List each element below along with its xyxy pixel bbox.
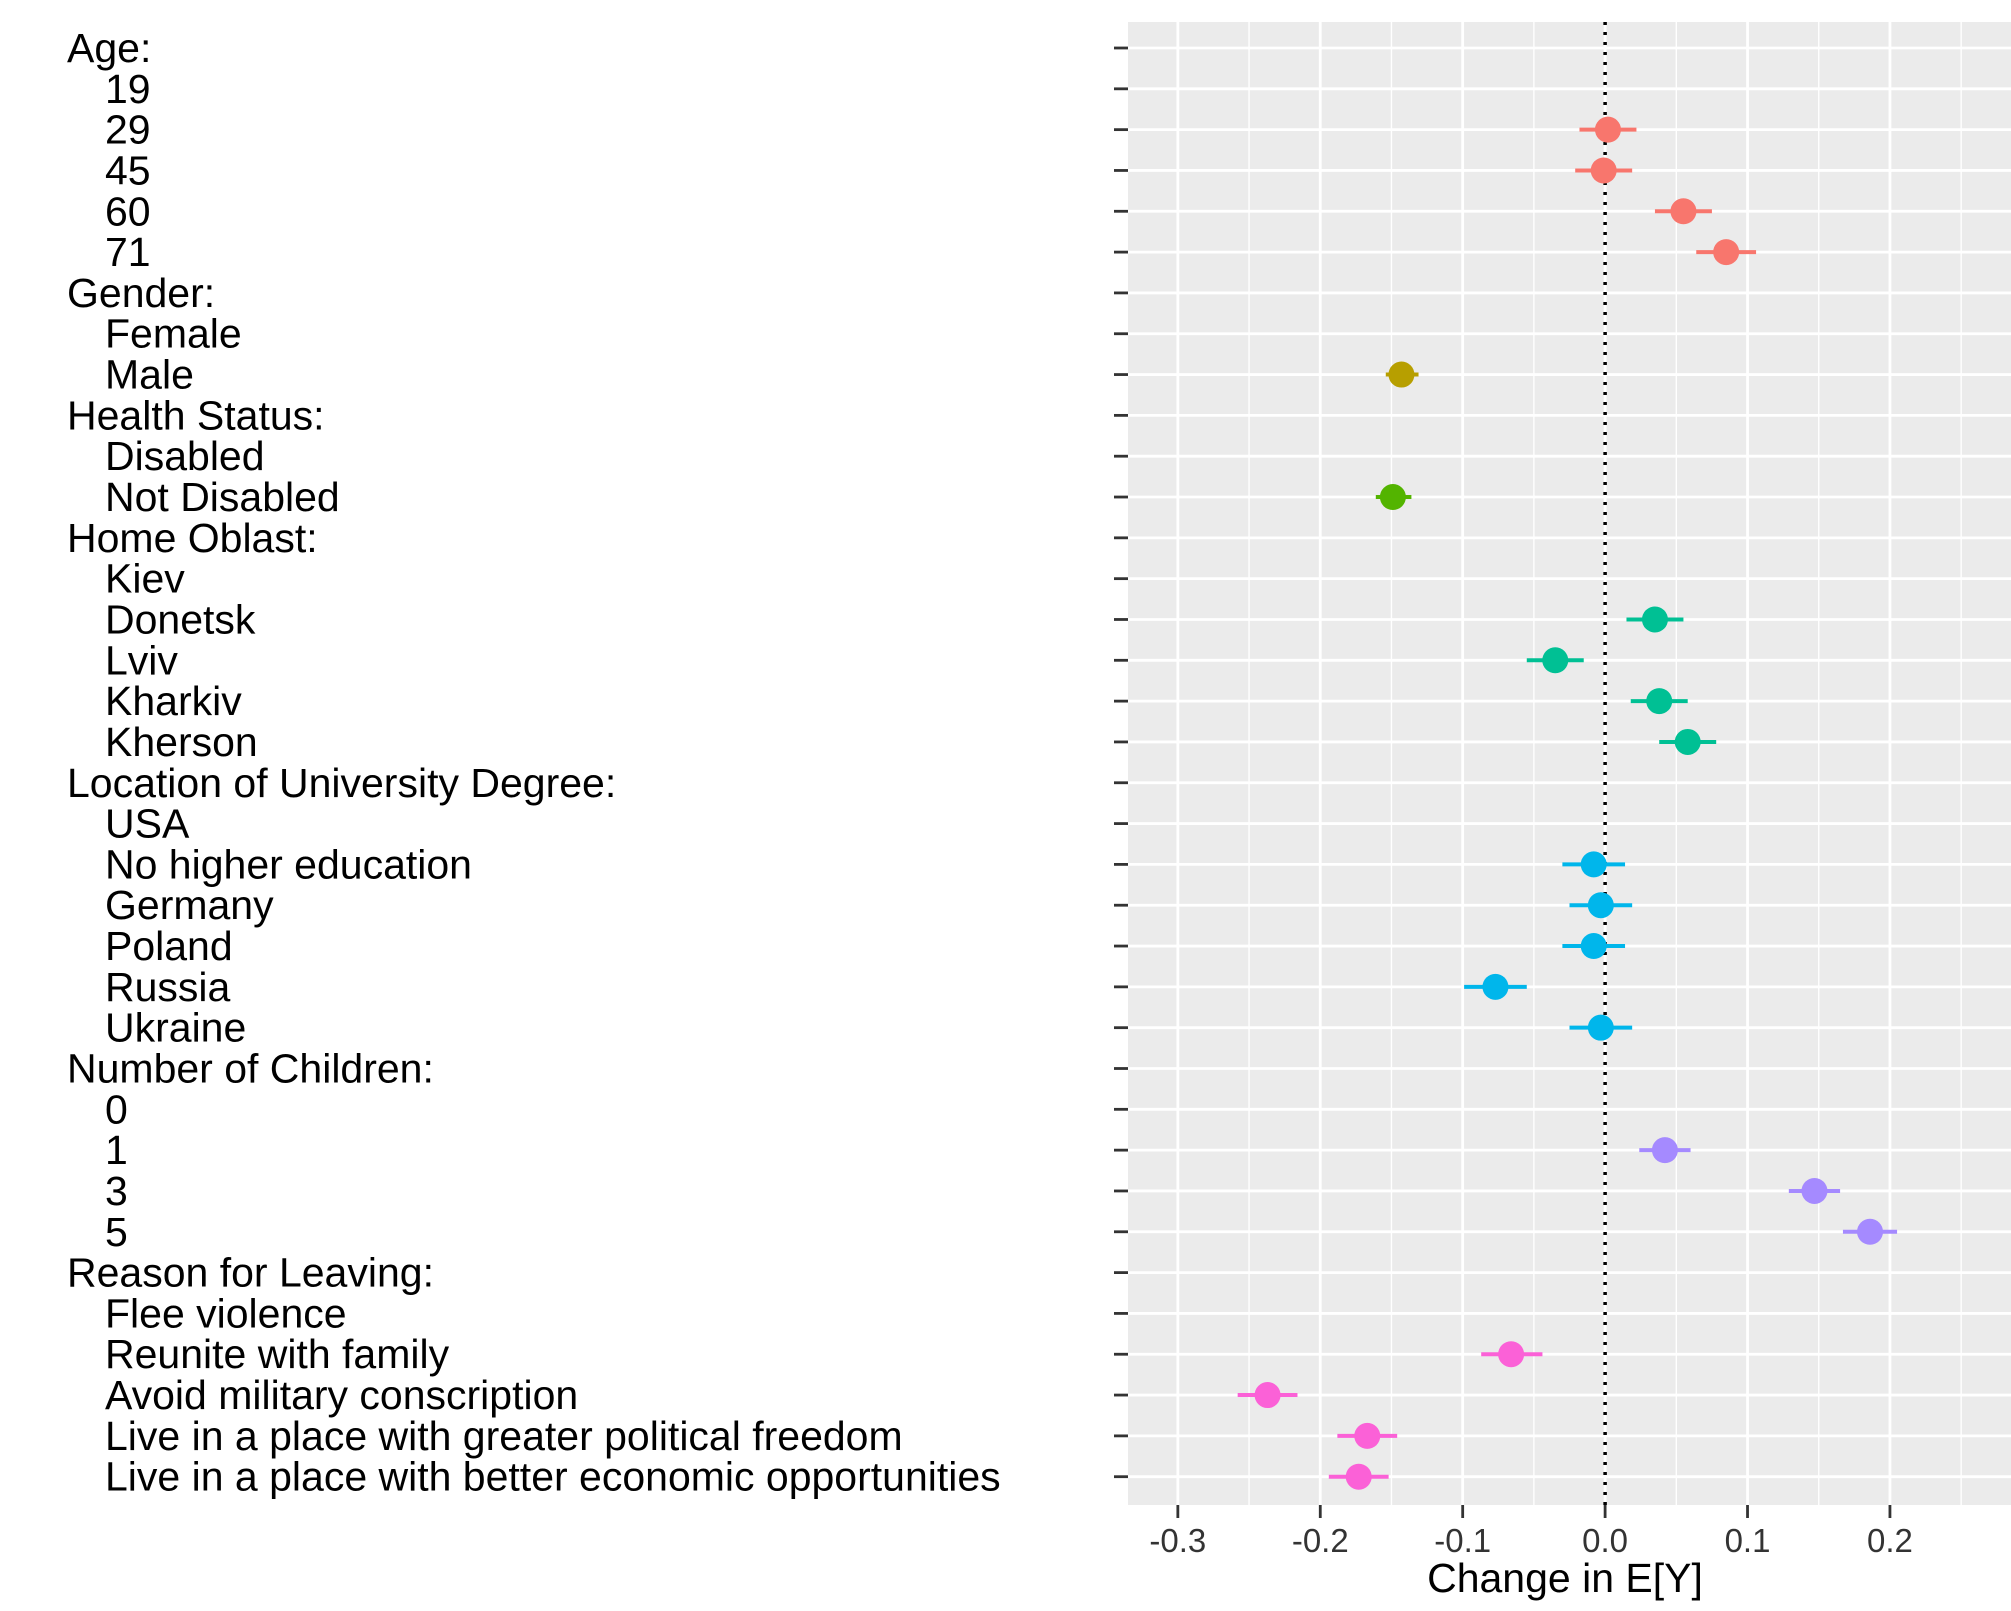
level-label: Kherson: [105, 719, 258, 765]
level-label: Disabled: [105, 433, 265, 479]
level-label: 45: [105, 147, 151, 193]
group-label: Reason for Leaving:: [67, 1250, 434, 1296]
data-point: [1587, 1014, 1614, 1041]
level-label: 0: [105, 1086, 128, 1132]
data-point: [1801, 1177, 1828, 1204]
level-label: 60: [105, 188, 151, 234]
data-point: [1713, 239, 1740, 266]
level-label: Live in a place with greater political f…: [105, 1413, 903, 1459]
group-label: Health Status:: [67, 392, 325, 438]
level-label: Avoid military conscription: [105, 1372, 578, 1418]
group-label: Gender:: [67, 270, 215, 316]
data-point: [1590, 157, 1617, 184]
level-label: Ukraine: [105, 1005, 246, 1051]
x-tick-label: 0.0: [1582, 1522, 1628, 1559]
data-point: [1580, 933, 1607, 960]
data-point: [1345, 1463, 1372, 1490]
data-point: [1254, 1382, 1281, 1409]
data-point: [1580, 851, 1607, 878]
level-label: Live in a place with better economic opp…: [105, 1454, 1001, 1500]
data-point: [1594, 116, 1621, 143]
data-point: [1379, 484, 1406, 511]
level-label: Lviv: [105, 637, 178, 683]
data-point: [1498, 1341, 1525, 1368]
level-label: Male: [105, 352, 194, 398]
level-label: Kiev: [105, 556, 185, 602]
data-point: [1641, 606, 1668, 633]
x-tick-label: 0.2: [1867, 1522, 1913, 1559]
group-label: Location of University Degree:: [67, 760, 616, 806]
level-label: USA: [105, 801, 190, 847]
level-label: Poland: [105, 923, 233, 969]
group-label: Number of Children:: [67, 1046, 434, 1092]
data-point: [1857, 1218, 1884, 1245]
group-label: Age:: [67, 25, 151, 71]
x-tick-label: -0.2: [1292, 1522, 1349, 1559]
level-label: Germany: [105, 882, 274, 928]
level-label: Donetsk: [105, 596, 256, 642]
level-label: 3: [105, 1168, 128, 1214]
level-label: Reunite with family: [105, 1331, 450, 1377]
data-point: [1670, 198, 1697, 225]
level-label: No higher education: [105, 841, 472, 887]
x-axis-label: Change in E[Y]: [1427, 1555, 1703, 1601]
level-label: Kharkiv: [105, 678, 242, 724]
level-label: 1: [105, 1127, 128, 1173]
x-tick-label: -0.1: [1434, 1522, 1491, 1559]
y-tick-marks: [1114, 46, 1128, 1479]
x-axis: -0.3 -0.2 -0.1 0.0 0.1 0.2: [1149, 1505, 1913, 1559]
level-label: 5: [105, 1209, 128, 1255]
minor-grid: [1248, 22, 1962, 1505]
data-point: [1646, 688, 1673, 715]
x-tick-label: -0.3: [1149, 1522, 1206, 1559]
level-label: 19: [105, 66, 151, 112]
level-label: Flee violence: [105, 1290, 347, 1336]
data-point: [1674, 728, 1701, 755]
data-point: [1651, 1137, 1678, 1164]
major-grid: [1128, 22, 2011, 1505]
data-point: [1354, 1422, 1381, 1449]
data-point: [1542, 647, 1569, 674]
data-point: [1482, 973, 1509, 1000]
data-point: [1587, 892, 1614, 919]
group-label: Home Oblast:: [67, 515, 318, 561]
data-point: [1388, 361, 1415, 388]
level-label: Female: [105, 311, 242, 357]
level-label: 29: [105, 107, 151, 153]
data-marks: [1237, 116, 1898, 1490]
level-label: Not Disabled: [105, 474, 340, 520]
x-tick-label: 0.1: [1725, 1522, 1771, 1559]
level-label: 71: [105, 229, 151, 275]
level-label: Russia: [105, 964, 231, 1010]
plot-panel: [1128, 22, 2011, 1505]
